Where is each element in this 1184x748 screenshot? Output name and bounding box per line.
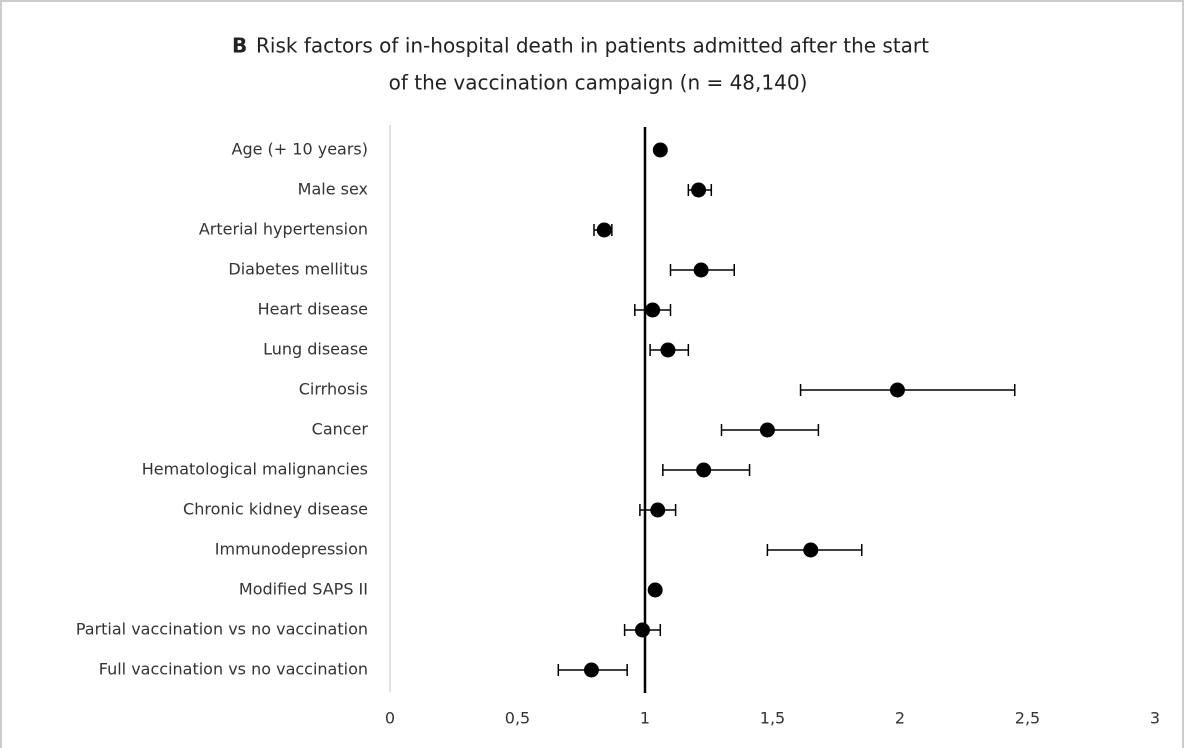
y-tick-label: Cancer [312, 420, 369, 439]
point [645, 302, 661, 318]
y-tick-label: Arterial hypertension [199, 220, 368, 239]
point [660, 342, 676, 358]
point [693, 262, 709, 278]
y-tick-label: Chronic kidney disease [183, 500, 368, 519]
point [647, 582, 663, 598]
point [652, 142, 668, 158]
chart-title: of the vaccination campaign (n = 48,140) [389, 71, 808, 95]
point [759, 422, 775, 438]
x-tick-label: 3 [1150, 709, 1160, 728]
y-tick-label: Hematological malignancies [142, 460, 368, 479]
y-tick-label: Modified SAPS II [239, 580, 368, 599]
point [696, 462, 712, 478]
panel-label: B [232, 34, 247, 58]
y-tick-label: Male sex [298, 180, 368, 199]
point [650, 502, 666, 518]
y-tick-label: Diabetes mellitus [228, 260, 368, 279]
x-tick-label: 0,5 [505, 709, 530, 728]
x-tick-label: 0 [385, 709, 395, 728]
chart-title: Risk factors of in-hospital death in pat… [256, 34, 929, 58]
y-tick-label: Age (+ 10 years) [232, 140, 368, 159]
x-tick-label: 1 [640, 709, 650, 728]
point [691, 182, 707, 198]
x-tick-label: 1,5 [760, 709, 785, 728]
point [803, 542, 819, 558]
error-bar [799, 384, 1016, 396]
y-tick-label: Cirrhosis [299, 380, 368, 399]
point [583, 662, 599, 678]
point [889, 382, 905, 398]
x-tick-label: 2 [895, 709, 905, 728]
x-tick-label: 2,5 [1015, 709, 1040, 728]
y-tick-label: Heart disease [258, 300, 368, 319]
point [596, 222, 612, 238]
y-tick-label: Immunodepression [215, 540, 368, 559]
y-tick-label: Lung disease [263, 340, 368, 359]
y-tick-label: Partial vaccination vs no vaccination [76, 620, 368, 639]
y-tick-label: Full vaccination vs no vaccination [99, 660, 368, 679]
point [634, 622, 650, 638]
